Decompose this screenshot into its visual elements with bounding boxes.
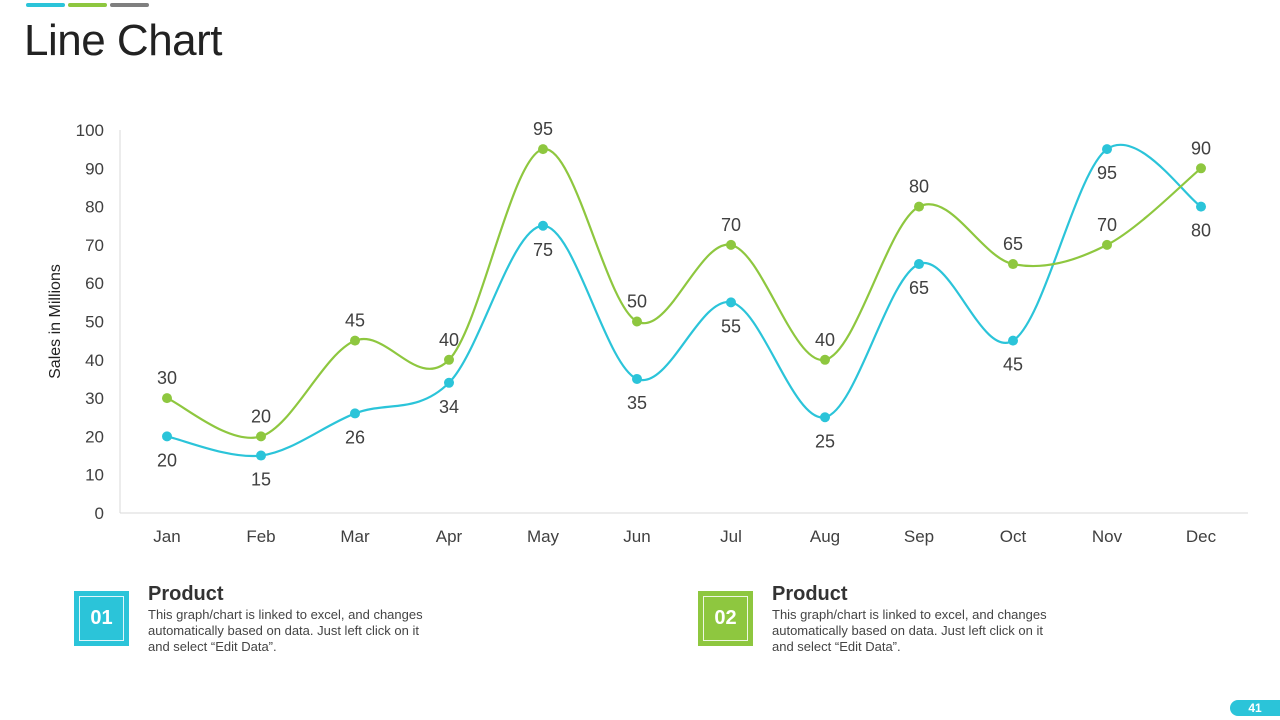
data-point <box>538 220 548 231</box>
x-tick-label: Mar <box>340 527 370 546</box>
data-label: 35 <box>627 393 647 413</box>
data-label: 90 <box>1191 138 1211 158</box>
x-tick-label: Nov <box>1092 527 1123 546</box>
data-label: 30 <box>157 368 177 388</box>
y-tick-label: 100 <box>76 121 104 140</box>
data-label: 25 <box>815 431 835 451</box>
page-title: Line Chart <box>24 16 223 65</box>
accent-bar-green <box>68 3 107 7</box>
legend-description: This graph/chart is linked to excel, and… <box>148 607 423 654</box>
data-point <box>444 377 454 388</box>
legend-product-02: 02 Product This graph/chart is linked to… <box>698 582 1062 655</box>
y-axis-label: Sales in Millions <box>47 264 64 379</box>
data-label: 95 <box>1097 163 1117 183</box>
legend-number: 01 <box>90 607 113 629</box>
line-chart[interactable]: 0 10 20 30 40 50 60 70 80 90 100 Sales in Millions J… <box>0 0 1280 560</box>
y-tick-label: 90 <box>85 159 104 178</box>
x-tick-label: Dec <box>1186 527 1217 546</box>
data-label: 26 <box>345 427 365 447</box>
data-label: 20 <box>157 450 177 470</box>
y-tick-label: 10 <box>85 466 104 485</box>
data-label: 55 <box>721 316 741 336</box>
x-tick-label: Jan <box>153 527 180 546</box>
data-label: 20 <box>251 406 271 426</box>
y-tick-label: 20 <box>85 427 104 446</box>
x-tick-label: May <box>527 527 560 546</box>
data-point <box>914 201 924 212</box>
data-point <box>162 393 172 404</box>
x-tick-label: Aug <box>810 527 840 546</box>
y-tick-label: 40 <box>85 351 104 370</box>
data-point <box>914 259 924 270</box>
data-label: 80 <box>909 177 929 197</box>
data-label: 34 <box>439 397 459 417</box>
legend-number: 02 <box>714 607 737 629</box>
data-label: 65 <box>909 278 929 298</box>
legend-badge-01: 01 <box>74 591 129 646</box>
data-label: 70 <box>1097 215 1117 235</box>
y-tick-label: 50 <box>85 313 104 332</box>
legend-text: Product This graph/chart is linked to ex… <box>772 582 1062 655</box>
data-point <box>726 297 736 308</box>
x-tick-label: Feb <box>246 527 275 546</box>
x-tick-label: Oct <box>1000 527 1027 546</box>
data-point <box>1196 201 1206 212</box>
data-point <box>726 239 736 250</box>
data-label: 75 <box>533 240 553 260</box>
data-point <box>350 335 360 346</box>
legend-description: This graph/chart is linked to excel, and… <box>772 607 1047 654</box>
data-label: 40 <box>815 330 835 350</box>
series-line-2 <box>166 148 1202 439</box>
title-accent-bars <box>26 3 149 7</box>
data-point <box>256 450 266 461</box>
x-tick-label: Jun <box>623 527 650 546</box>
data-label: 40 <box>439 330 459 350</box>
data-label: 95 <box>533 119 553 139</box>
data-point <box>1196 163 1206 174</box>
data-label: 65 <box>1003 234 1023 254</box>
data-label: 80 <box>1191 221 1211 241</box>
data-point <box>820 412 830 423</box>
data-point <box>820 354 830 365</box>
data-point <box>632 373 642 384</box>
data-point <box>1008 259 1018 270</box>
data-point <box>632 316 642 327</box>
legend-badge-02: 02 <box>698 591 753 646</box>
accent-bar-cyan <box>26 3 65 7</box>
y-tick-label: 70 <box>85 236 104 255</box>
data-point <box>1102 144 1112 155</box>
x-tick-label: Apr <box>436 527 463 546</box>
data-point <box>256 431 266 442</box>
data-point <box>444 354 454 365</box>
data-label: 50 <box>627 292 647 312</box>
y-tick-label: 0 <box>95 504 104 523</box>
data-label: 15 <box>251 470 271 490</box>
legend-product-01: 01 Product This graph/chart is linked to… <box>74 582 438 655</box>
x-tick-label: Jul <box>720 527 742 546</box>
accent-bar-gray <box>110 3 149 7</box>
data-point <box>538 144 548 155</box>
legend-title: Product <box>772 583 848 605</box>
series-line-1 <box>166 143 1202 458</box>
slide-number: 41 <box>1230 700 1280 716</box>
data-label: 45 <box>1003 355 1023 375</box>
data-point <box>350 408 360 419</box>
data-point <box>1008 335 1018 346</box>
x-tick-label: Sep <box>904 527 934 546</box>
data-point <box>162 431 172 442</box>
data-label: 70 <box>721 215 741 235</box>
y-tick-label: 30 <box>85 389 104 408</box>
legend-text: Product This graph/chart is linked to ex… <box>148 582 438 655</box>
data-label: 45 <box>345 311 365 331</box>
y-tick-label: 80 <box>85 198 104 217</box>
y-tick-label: 60 <box>85 274 104 293</box>
legend-title: Product <box>148 583 224 605</box>
data-point <box>1102 239 1112 250</box>
